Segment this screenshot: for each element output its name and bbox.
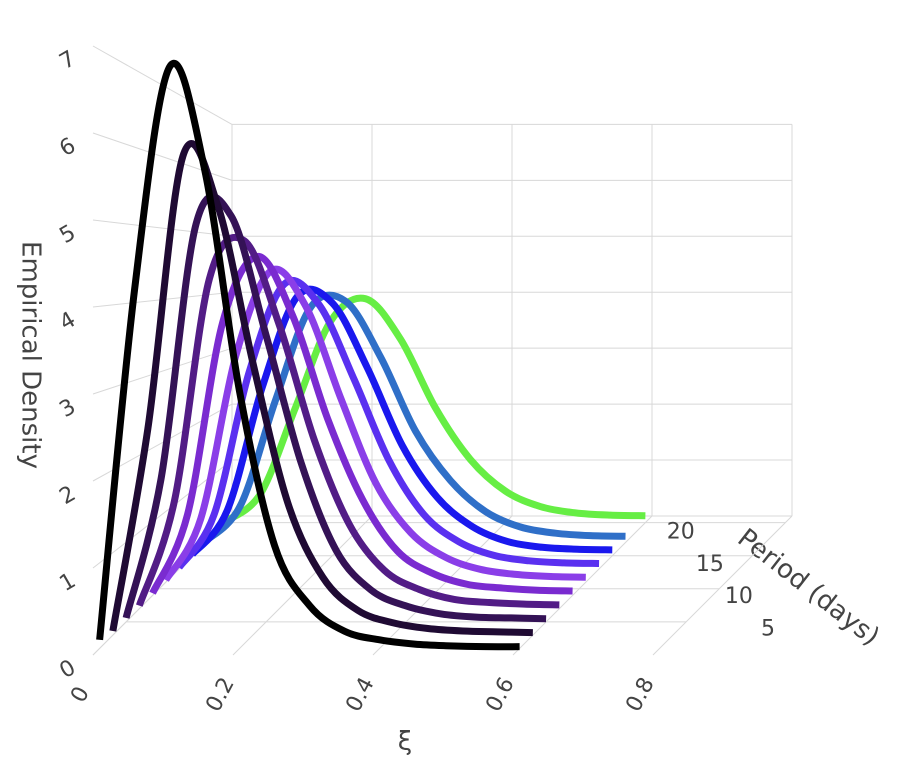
density-line [189, 285, 613, 557]
y-tick-label: 10 [725, 584, 753, 609]
density-line [203, 291, 626, 544]
density-line [149, 252, 573, 595]
x-tick-label: 0.4 [341, 673, 380, 716]
x-tick-label: 0.6 [481, 673, 520, 716]
grid-line [92, 219, 792, 237]
z-tick-label: 7 [55, 46, 80, 75]
z-axis-title: Empirical Density [16, 241, 46, 469]
y-tick-label: 5 [761, 617, 775, 642]
x-tick-label: 0.2 [201, 673, 240, 716]
density-line [109, 140, 533, 637]
z-tick-label: 2 [55, 481, 80, 510]
z-tick-label: 0 [55, 655, 80, 684]
density-line [223, 294, 646, 525]
grid-line [232, 124, 373, 656]
z-tick-label: 4 [55, 307, 80, 336]
z-tick-label: 5 [55, 220, 80, 249]
grid-line [92, 291, 792, 308]
density-line [136, 234, 560, 609]
x-tick-label: 0 [66, 683, 95, 707]
x-axis-title: ξ [398, 727, 413, 757]
density-line [162, 265, 586, 582]
z-tick-label: 3 [55, 394, 80, 423]
grid-line [372, 124, 513, 656]
density-line [122, 193, 547, 623]
z-tick-label: 6 [55, 133, 80, 162]
density-line [96, 60, 520, 651]
grid-line [92, 45, 792, 125]
grid-line [652, 124, 793, 656]
x-tick-label: 0.8 [621, 673, 660, 716]
y-axis-title: Period (days) [732, 523, 885, 652]
y-tick-label: 15 [696, 552, 724, 577]
z-tick-label: 1 [55, 568, 80, 597]
grid-line [512, 124, 653, 656]
y-tick-label: 20 [667, 519, 695, 544]
